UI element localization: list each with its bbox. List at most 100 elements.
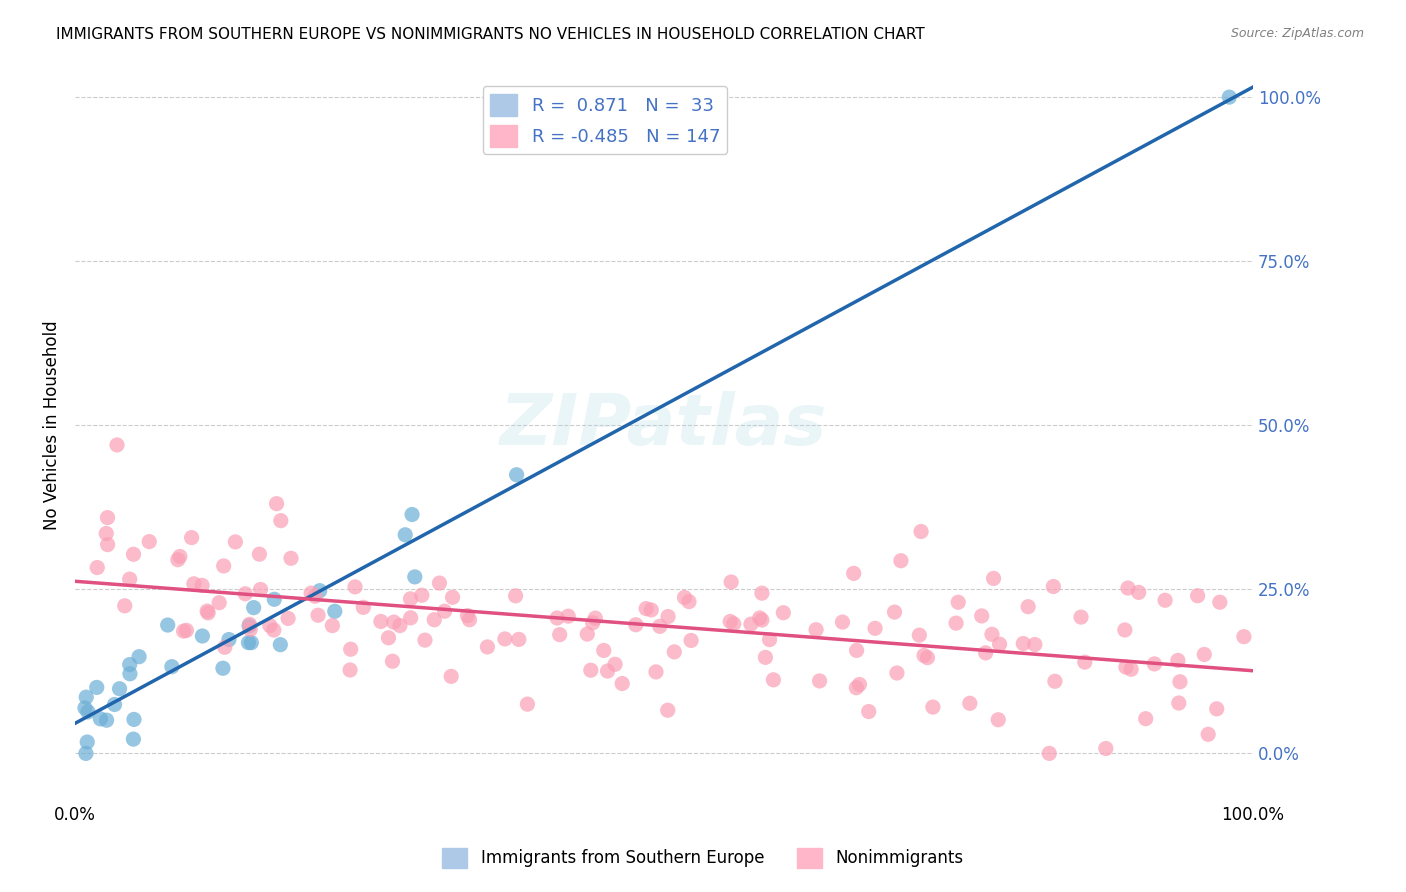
Point [96,510,118,524]
Point [108,681,131,696]
Point [673,591,696,605]
Point [321,618,343,632]
Point [160,659,183,673]
Point [505,589,527,603]
Point [399,611,422,625]
Legend: R =  0.871   N =  33, R = -0.485   N = 147: R = 0.871 N = 33, R = -0.485 N = 147 [482,87,727,154]
Point [212,661,235,675]
Point [423,613,446,627]
Point [75,747,97,761]
Point [1115,660,1137,674]
Point [910,524,932,539]
Point [845,681,868,695]
Point [751,586,773,600]
Point [1114,623,1136,637]
Text: Source: ZipAtlas.com: Source: ZipAtlas.com [1230,27,1364,40]
Point [981,627,1004,641]
Point [118,572,141,586]
Point [1187,589,1209,603]
Point [308,583,330,598]
Point [848,677,870,691]
Point [883,605,905,619]
Point [1143,657,1166,671]
Point [212,558,235,573]
Point [242,600,264,615]
Point [959,696,981,710]
Point [1194,648,1216,662]
Point [740,617,762,632]
Point [411,588,433,602]
Point [508,632,530,647]
Point [772,606,794,620]
Point [440,669,463,683]
Point [1154,593,1177,607]
Point [657,609,679,624]
Point [1074,655,1097,669]
Point [681,633,703,648]
Point [218,632,240,647]
Point [96,713,118,727]
Text: IMMIGRANTS FROM SOUTHERN EUROPE VS NONIMMIGRANTS NO VEHICLES IN HOUSEHOLD CORREL: IMMIGRANTS FROM SOUTHERN EUROPE VS NONIM… [56,27,925,42]
Point [195,604,218,618]
Point [208,596,231,610]
Point [214,640,236,655]
Point [197,606,219,620]
Point [858,705,880,719]
Point [890,554,912,568]
Point [945,616,967,631]
Point [678,594,700,608]
Point [277,611,299,625]
Point [377,631,399,645]
Point [1038,747,1060,761]
Point [754,650,776,665]
Point [1017,599,1039,614]
Point [987,713,1010,727]
Point [657,703,679,717]
Point [224,535,246,549]
Text: 100.0%: 100.0% [1222,805,1284,824]
Point [122,713,145,727]
Point [948,595,970,609]
Point [280,551,302,566]
Point [808,673,831,688]
Legend: Immigrants from Southern Europe, Nonimmigrants: Immigrants from Southern Europe, Nonimmi… [436,841,970,875]
Point [648,619,671,633]
Point [270,514,292,528]
Point [307,608,329,623]
Point [413,633,436,648]
Point [233,587,256,601]
Point [458,613,481,627]
Point [718,615,741,629]
Point [1233,630,1256,644]
Point [433,604,456,618]
Point [75,690,97,705]
Point [173,624,195,639]
Point [76,735,98,749]
Point [269,638,291,652]
Point [352,600,374,615]
Point [908,628,931,642]
Point [122,732,145,747]
Point [89,712,111,726]
Point [1043,674,1066,689]
Point [624,617,647,632]
Point [1095,741,1118,756]
Point [748,611,770,625]
Point [266,497,288,511]
Point [169,549,191,564]
Point [344,580,367,594]
Point [263,592,285,607]
Point [339,642,361,657]
Point [166,552,188,566]
Point [845,643,868,657]
Point [863,621,886,635]
Point [128,649,150,664]
Point [382,615,405,629]
Point [1205,702,1227,716]
Point [263,623,285,637]
Text: 0.0%: 0.0% [53,805,96,824]
Point [516,697,538,711]
Point [596,664,619,678]
Point [1128,585,1150,599]
Point [582,615,605,630]
